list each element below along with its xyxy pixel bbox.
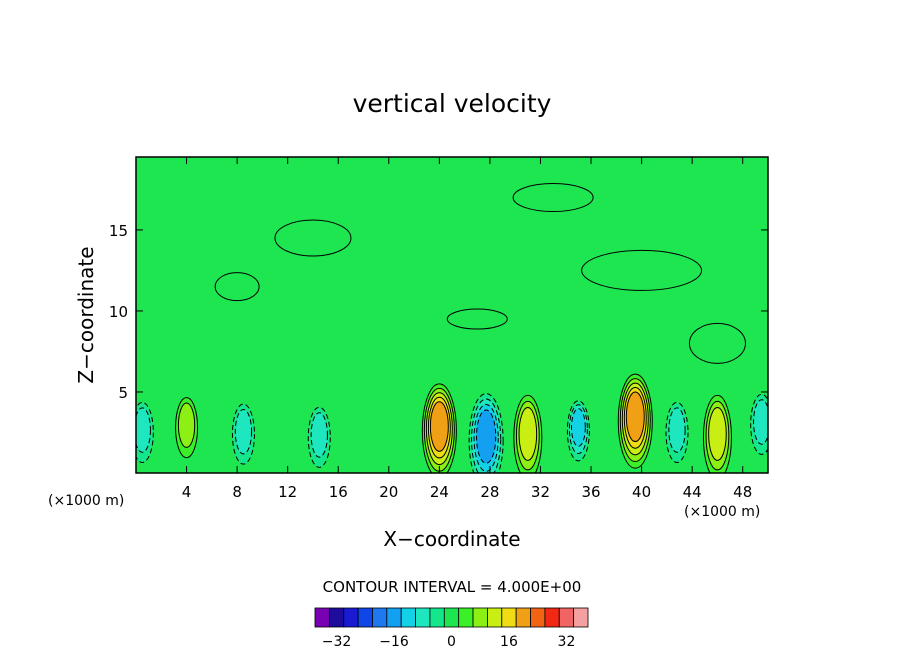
contour-region (310, 412, 328, 458)
colorbar-swatch (487, 607, 503, 628)
contour-line (214, 272, 260, 302)
colorbar-swatch (372, 607, 388, 628)
colorbar-labels: −32 −16 0 16 32 (322, 634, 576, 650)
colorbar-label: 16 (500, 634, 518, 650)
contour-line (446, 308, 508, 330)
colorbar-swatch (501, 607, 517, 628)
x-tick-label: 8 (232, 483, 242, 501)
contour-line (581, 249, 703, 291)
contour-region (518, 407, 538, 461)
colorbar-label: 0 (447, 634, 456, 650)
x-tick-label: 20 (379, 483, 398, 501)
colorbar-swatch (472, 607, 488, 628)
x-tick-label: 12 (278, 483, 297, 501)
colorbar-swatch (530, 607, 546, 628)
colorbar-swatch (515, 607, 531, 628)
x-tick-label: 16 (329, 483, 348, 501)
contour-region (625, 391, 645, 443)
colorbar-swatch (558, 607, 575, 628)
contour-line (688, 322, 746, 364)
x-unit-left: (×1000 m) (48, 493, 124, 509)
contour-line (512, 183, 594, 213)
contour-region (429, 401, 449, 452)
x-tick-label: 36 (581, 483, 600, 501)
contour-region (708, 407, 727, 461)
colorbar-label: 32 (558, 634, 576, 650)
y-axis-ticks: 5 10 15 (109, 222, 768, 402)
y-axis-label: Z−coordinate (74, 246, 98, 383)
colorbar-swatch (443, 607, 460, 628)
colorbar-swatch (573, 607, 589, 628)
x-tick-label: 40 (632, 483, 651, 501)
colorbar-swatch (544, 607, 560, 628)
colorbar-label: −32 (322, 634, 352, 650)
x-tick-label: 4 (182, 483, 192, 501)
chart-title: vertical velocity (353, 89, 552, 118)
contour-region (177, 402, 196, 448)
x-tick-label: 24 (430, 483, 449, 501)
x-tick-label: 48 (733, 483, 752, 501)
colorbar (314, 607, 589, 628)
plot-area (136, 157, 768, 473)
colorbar-swatch (415, 607, 431, 628)
x-unit-right: (×1000 m) (684, 504, 760, 520)
y-tick-label: 15 (109, 222, 128, 240)
colorbar-swatch (343, 607, 359, 628)
contour-region (753, 399, 768, 445)
contour-region (570, 408, 586, 447)
contour-region (136, 407, 151, 453)
contour-region (668, 407, 686, 453)
colorbar-swatch (386, 607, 402, 628)
contour-region (475, 409, 497, 464)
x-tick-label: 44 (683, 483, 702, 501)
y-tick-label: 10 (109, 303, 128, 321)
plot-frame (135, 156, 769, 474)
colorbar-swatch (458, 607, 474, 628)
colorbar-swatch (328, 607, 345, 628)
x-axis-ticks: 4 8 12 16 20 24 28 32 36 40 44 48 (182, 157, 752, 501)
contour-interval-label: CONTOUR INTERVAL = 4.000E+00 (323, 578, 582, 596)
colorbar-swatch (429, 607, 445, 628)
y-tick-label: 5 (118, 384, 128, 402)
contour-region (234, 409, 253, 455)
contour-line (274, 219, 352, 257)
colorbar-swatch (314, 607, 330, 628)
x-tick-label: 28 (480, 483, 499, 501)
x-axis-label: X−coordinate (383, 527, 520, 551)
colorbar-swatch (400, 607, 416, 628)
colorbar-label: −16 (379, 634, 409, 650)
x-tick-label: 32 (531, 483, 550, 501)
colorbar-swatch (357, 607, 373, 628)
